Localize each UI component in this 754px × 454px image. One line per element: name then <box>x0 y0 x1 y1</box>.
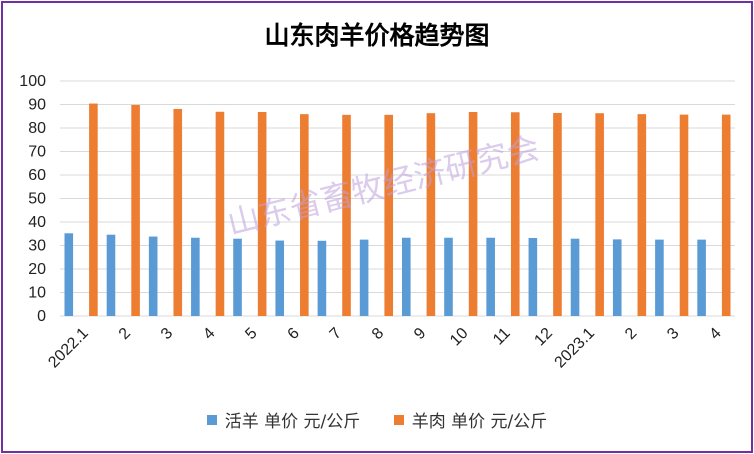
bar-chart-plot: 0 10 20 30 40 50 60 70 80 90 100 2022.1 2 3 4 5 6 7 8 9 10 11… <box>19 73 735 372</box>
bar-series-1-9 <box>444 237 453 316</box>
bar-series-1-0 <box>64 233 74 316</box>
bar-series-2-8 <box>426 113 436 316</box>
x-tick-label-15: 4 <box>706 325 724 343</box>
x-tick-label-12: 2023.1 <box>552 325 599 372</box>
bar-series-1-10 <box>486 237 495 316</box>
y-tick-label-50: 50 <box>28 191 46 208</box>
chart-title: 山东肉羊价格趋势图 <box>264 21 490 50</box>
y-tick-label-20: 20 <box>28 261 46 278</box>
x-tick-label-9: 10 <box>447 325 472 350</box>
y-tick-label-60: 60 <box>28 167 46 184</box>
bar-series-2-10 <box>510 112 520 316</box>
bar-series-2-3 <box>215 111 225 316</box>
bar-series-2-13 <box>637 114 647 316</box>
bar-series-1-5 <box>275 240 285 316</box>
bar-series-1-11 <box>528 237 538 316</box>
bar-series-2-4 <box>257 112 267 317</box>
legend-item-series-1: 活羊 单价 元/公斤 <box>206 407 361 432</box>
y-tick-label-100: 100 <box>19 73 46 90</box>
bar-series-1-14 <box>655 239 664 316</box>
y-tick-label-90: 90 <box>28 97 46 114</box>
chart-legend: 活羊 单价 元/公斤 羊肉 单价 元/公斤 <box>0 407 754 432</box>
bar-series-1-12 <box>570 238 580 316</box>
bar-series-2-11 <box>553 112 562 317</box>
y-tick-label-0: 0 <box>37 308 46 325</box>
x-tick-label-14: 3 <box>664 325 682 343</box>
y-tick-label-70: 70 <box>28 144 46 161</box>
x-tick-label-0: 2022.1 <box>45 325 92 372</box>
y-tick-label-30: 30 <box>28 238 46 255</box>
bar-series-2-1 <box>131 104 140 316</box>
bar-series-2-12 <box>595 113 604 316</box>
x-tick-label-4: 5 <box>242 325 260 343</box>
bar-series-2-0 <box>89 103 98 316</box>
bar-series-1-13 <box>612 239 622 316</box>
bar-series-1-8 <box>401 237 411 316</box>
bar-series-1-2 <box>148 236 158 316</box>
legend-label-series-1: 活羊 单价 元/公斤 <box>224 412 361 432</box>
x-tick-label-6: 7 <box>327 325 345 343</box>
bar-series-1-3 <box>191 237 200 316</box>
x-tick-label-13: 2 <box>622 325 640 343</box>
bar-series-2-14 <box>679 114 689 316</box>
legend-label-series-2: 羊肉 单价 元/公斤 <box>411 412 548 432</box>
x-tick-label-3: 4 <box>200 325 218 343</box>
bar-series-1-15 <box>697 239 706 316</box>
x-tick-label-11: 12 <box>531 325 556 350</box>
bar-series-1-7 <box>359 239 369 316</box>
legend-swatch-series-1 <box>206 414 217 425</box>
legend-swatch-series-2 <box>393 414 404 425</box>
legend-item-series-2: 羊肉 单价 元/公斤 <box>393 407 548 432</box>
bar-series-2-7 <box>384 114 394 316</box>
y-tick-label-80: 80 <box>28 120 46 137</box>
y-tick-label-10: 10 <box>28 285 46 302</box>
bar-series-1-1 <box>106 234 116 316</box>
x-tick-label-1: 2 <box>116 325 134 343</box>
bar-series-2-2 <box>173 108 183 316</box>
x-tick-label-2: 3 <box>158 325 176 343</box>
x-tick-label-5: 6 <box>285 325 303 343</box>
bar-series-1-6 <box>317 240 327 316</box>
x-tick-label-7: 8 <box>369 325 387 343</box>
bar-series-2-9 <box>468 112 478 317</box>
y-tick-label-40: 40 <box>28 214 46 231</box>
x-tick-label-8: 9 <box>411 325 429 343</box>
bar-series-1-4 <box>233 238 242 316</box>
bar-series-2-6 <box>342 114 351 316</box>
x-tick-label-10: 11 <box>490 325 514 349</box>
bar-series-2-5 <box>300 114 309 316</box>
bar-series-2-15 <box>721 114 731 316</box>
